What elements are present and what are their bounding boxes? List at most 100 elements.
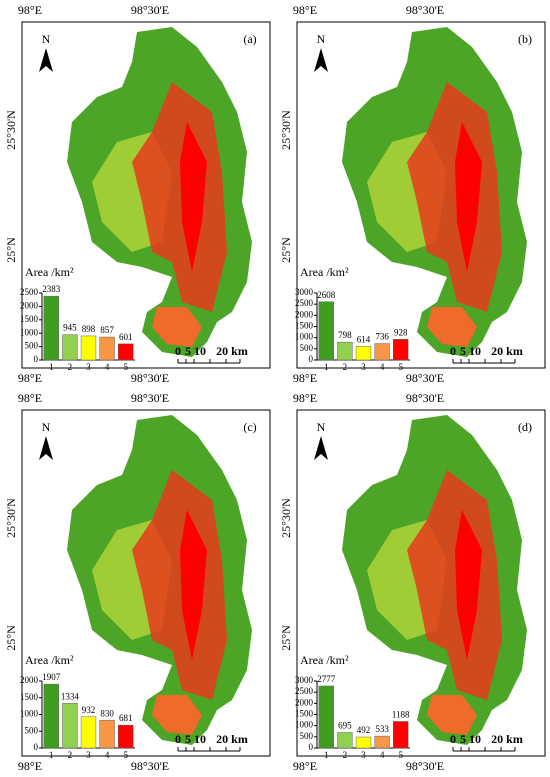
y-tick-label: 2500: [295, 298, 314, 308]
bar: [355, 346, 372, 361]
panel-label: (a): [243, 32, 256, 46]
bar: [337, 732, 353, 749]
value-label: 798: [338, 330, 352, 340]
x-tick-label: 1: [324, 750, 329, 760]
y-tick-label: 500: [300, 731, 314, 741]
bar: [62, 334, 78, 361]
latitude-label: 25°30'N: [279, 110, 293, 150]
bar: [80, 716, 97, 749]
north-label: N: [42, 32, 51, 46]
value-label: 1188: [392, 710, 410, 720]
north-label: N: [317, 420, 326, 434]
longitude-label: 98°E: [18, 371, 42, 385]
bar: [318, 685, 334, 749]
longitude-label: 98°30'E: [406, 759, 444, 773]
value-label: 2383: [42, 284, 61, 294]
y-tick-label: 0: [34, 742, 39, 752]
x-tick-label: 4: [105, 362, 110, 372]
scale-label: 5: [460, 344, 466, 358]
y-tick-label: 3000: [295, 287, 314, 297]
x-tick-label: 5: [123, 750, 128, 760]
latitude-label: 25°30'N: [279, 498, 293, 538]
value-label: 932: [82, 705, 96, 715]
y-tick-label: 1000: [295, 332, 314, 342]
x-tick-label: 1: [49, 362, 54, 372]
value-label: 945: [63, 323, 77, 333]
y-tick-label: 500: [25, 341, 39, 351]
latitude-label: 25°30'N: [4, 110, 18, 150]
map-panel: (c)N98°E98°E98°30'E98°30'E25°30'N25°N0 5 1…: [4, 391, 271, 773]
bar: [43, 683, 59, 749]
y-tick-label: 1500: [20, 692, 39, 702]
y-tick-label: 2500: [295, 686, 314, 696]
bar: [43, 295, 59, 361]
longitude-label: 98°30'E: [131, 391, 169, 405]
scale-label: 10: [469, 344, 481, 358]
y-tick-label: 2000: [295, 309, 314, 319]
longitude-label: 98°E: [293, 759, 317, 773]
panel-label: (c): [243, 420, 256, 434]
value-label: 695: [338, 721, 352, 731]
latitude-label: 25°N: [279, 625, 293, 651]
x-tick-label: 2: [343, 750, 348, 760]
y-tick-label: 1000: [20, 709, 39, 719]
longitude-label: 98°E: [293, 391, 317, 405]
scale-label: 0: [175, 344, 181, 358]
latitude-label: 25°N: [4, 237, 18, 263]
scale-label: 5: [185, 732, 191, 746]
y-tick-label: 2500: [20, 287, 39, 297]
x-tick-label: 5: [398, 750, 403, 760]
value-label: 1907: [42, 672, 61, 682]
y-tick-label: 1000: [295, 720, 314, 730]
value-label: 681: [119, 713, 133, 723]
x-tick-label: 3: [86, 362, 91, 372]
y-axis-label: Area /km²: [300, 265, 349, 279]
bar: [393, 721, 409, 749]
value-label: 614: [357, 334, 371, 344]
y-axis-label: Area /km²: [25, 265, 74, 279]
scale-label: 20 km: [491, 732, 523, 746]
scale-label: 20 km: [216, 344, 248, 358]
bar: [118, 724, 134, 749]
bar: [99, 719, 115, 749]
value-label: 928: [394, 327, 408, 337]
longitude-label: 98°E: [293, 371, 317, 385]
north-arrow: [39, 48, 53, 72]
value-label: 2777: [317, 674, 336, 684]
panel-label: (d): [518, 420, 532, 434]
north-label: N: [317, 32, 326, 46]
value-label: 1334: [61, 691, 80, 701]
y-tick-label: 1500: [20, 314, 39, 324]
longitude-label: 98°30'E: [131, 3, 169, 17]
value-label: 830: [100, 708, 114, 718]
longitude-label: 98°30'E: [406, 371, 444, 385]
scale-label: 20 km: [491, 344, 523, 358]
x-tick-label: 3: [86, 750, 91, 760]
longitude-label: 98°E: [18, 391, 42, 405]
north-arrow: [314, 436, 328, 460]
value-label: 492: [357, 725, 371, 735]
value-label: 601: [119, 332, 133, 342]
y-tick-label: 500: [25, 725, 39, 735]
value-label: 736: [375, 332, 389, 342]
bar: [99, 336, 115, 361]
map-panel: (a)N98°E98°E98°30'E98°30'E25°30'N25°N0 5 1…: [4, 3, 271, 385]
x-tick-label: 1: [324, 362, 329, 372]
scale-label: 10: [194, 344, 206, 358]
north-arrow: [39, 436, 53, 460]
scale-label: 20 km: [216, 732, 248, 746]
x-tick-label: 4: [380, 750, 385, 760]
value-label: 857: [100, 325, 114, 335]
latitude-label: 25°N: [279, 237, 293, 263]
x-tick-label: 2: [68, 362, 73, 372]
longitude-label: 98°30'E: [406, 391, 444, 405]
bar: [393, 339, 409, 361]
scale-label: 10: [469, 732, 481, 746]
y-tick-label: 1000: [20, 327, 39, 337]
longitude-label: 98°30'E: [406, 3, 444, 17]
longitude-label: 98°30'E: [131, 371, 169, 385]
x-tick-label: 5: [398, 362, 403, 372]
y-tick-label: 0: [34, 354, 39, 364]
scale-label: 10: [194, 732, 206, 746]
longitude-label: 98°E: [18, 3, 42, 17]
